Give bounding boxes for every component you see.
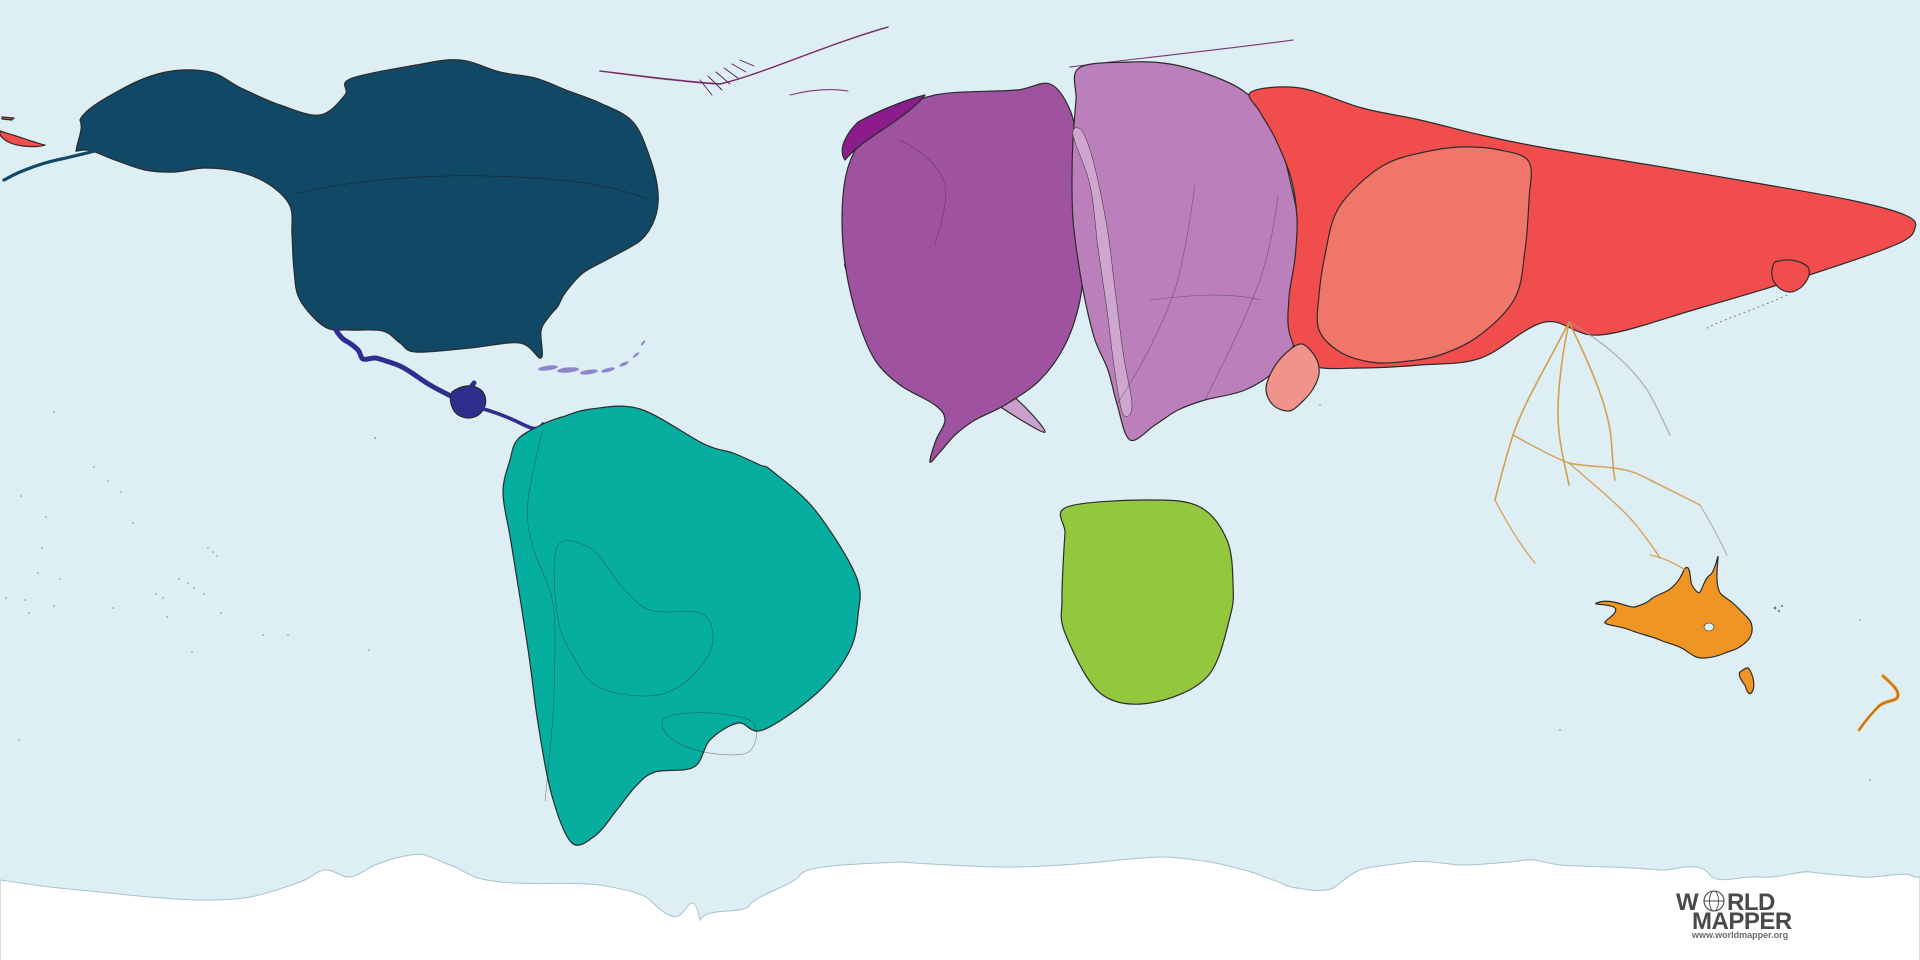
svg-text:www.worldmapper.org: www.worldmapper.org <box>1691 930 1788 940</box>
